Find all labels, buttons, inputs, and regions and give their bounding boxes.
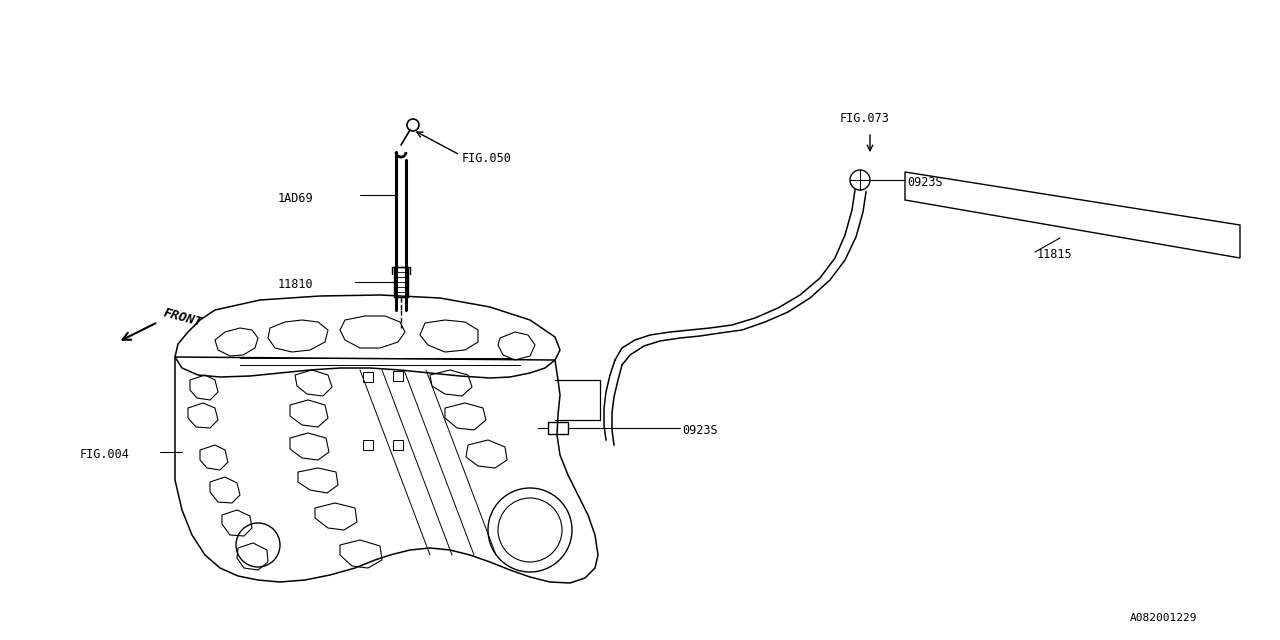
Text: FIG.050: FIG.050 — [462, 152, 512, 164]
Text: 0923S: 0923S — [682, 424, 718, 438]
Text: 0923S: 0923S — [908, 177, 942, 189]
Bar — [548, 422, 568, 434]
Text: FRONT: FRONT — [163, 307, 204, 330]
Text: A082001229: A082001229 — [1130, 613, 1198, 623]
Bar — [393, 371, 403, 381]
Text: 11810: 11810 — [278, 278, 314, 291]
Text: FIG.073: FIG.073 — [840, 111, 890, 125]
Text: 11815: 11815 — [1037, 248, 1073, 262]
Text: FIG.004: FIG.004 — [79, 449, 129, 461]
Bar — [364, 440, 372, 450]
Bar — [393, 440, 403, 450]
Bar — [364, 372, 372, 382]
Text: 1AD69: 1AD69 — [278, 191, 314, 205]
